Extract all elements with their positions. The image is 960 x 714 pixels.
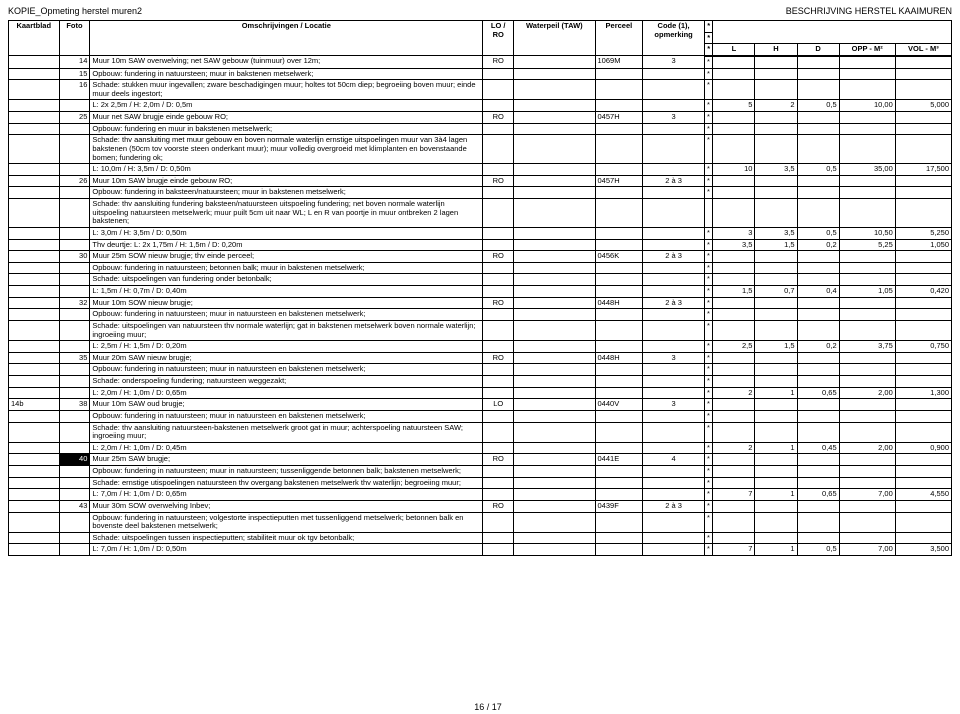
- table-row: Schade: uitspoelingen van fundering onde…: [9, 274, 952, 286]
- table-row: L: 2,5m / H: 1,5m / D: 0,20m*2,51,50,23,…: [9, 341, 952, 353]
- table-row: Opbouw: fundering en muur in bakstenen m…: [9, 123, 952, 135]
- table-row: Opbouw: fundering in natuursteen; muur i…: [9, 364, 952, 376]
- table-row: 40Muur 25m SAW brugje;RO0441E4*: [9, 454, 952, 466]
- table-head: Kaartblad Foto Omschrijvingen / Locatie …: [9, 21, 952, 56]
- table-row: 30Muur 25m SOW nieuw brugje; thv einde p…: [9, 251, 952, 263]
- table-body: 14Muur 10m SAW overwelving; net SAW gebo…: [9, 56, 952, 556]
- table-row: 35Muur 20m SAW nieuw brugje;RO0448H3*: [9, 352, 952, 364]
- document-header: KOPIE_Opmeting herstel muren2 BESCHRIJVI…: [8, 6, 952, 16]
- table-row: 14Muur 10m SAW overwelving; net SAW gebo…: [9, 56, 952, 68]
- table-row: 16Schade: stukken muur ingevallen; zware…: [9, 80, 952, 100]
- table-row: L: 7,0m / H: 1,0m / D: 0,65m*710,657,004…: [9, 489, 952, 501]
- table-row: Opbouw: fundering in natuursteen; betonn…: [9, 262, 952, 274]
- col-H: H: [755, 44, 797, 56]
- table-row: L: 3,0m / H: 3,5m / D: 0,50m*33,50,510,5…: [9, 227, 952, 239]
- col-code: Code (1), opmerking: [643, 21, 705, 56]
- header-left: KOPIE_Opmeting herstel muren2: [8, 6, 142, 16]
- table-row: 25Muur net SAW brugje einde gebouw RO;RO…: [9, 112, 952, 124]
- col-L: L: [713, 44, 755, 56]
- page: { "doc_header_left":"KOPIE_Opmeting hers…: [0, 0, 960, 714]
- col-opp: OPP - M²: [839, 44, 895, 56]
- col-D: D: [797, 44, 839, 56]
- table-row: Schade: onderspoeling fundering; natuurs…: [9, 376, 952, 388]
- col-perceel: Perceel: [595, 21, 643, 56]
- table-row: Opbouw: fundering in baksteen/natuurstee…: [9, 187, 952, 199]
- table-row: L: 2,0m / H: 1,0m / D: 0,65m*210,652,001…: [9, 387, 952, 399]
- table-row: Schade: uitspoelingen tussen inspectiepu…: [9, 532, 952, 544]
- table-row: L: 7,0m / H: 1,0m / D: 0,50m*710,57,003,…: [9, 544, 952, 556]
- col-star1: *: [704, 21, 712, 33]
- main-table: Kaartblad Foto Omschrijvingen / Locatie …: [8, 20, 952, 556]
- table-row: Schade: thv aansluiting natuursteen-baks…: [9, 422, 952, 442]
- page-number: 16 / 17: [8, 702, 960, 712]
- table-row: Opbouw: fundering in natuursteen; volges…: [9, 512, 952, 532]
- table-row: L: 2,0m / H: 1,0m / D: 0,45m*210,452,000…: [9, 442, 952, 454]
- table-row: Opbouw: fundering in natuursteen; muur i…: [9, 309, 952, 321]
- col-wp: Waterpeil (TAW): [514, 21, 595, 56]
- header-right: BESCHRIJVING HERSTEL KAAIMUREN: [786, 6, 952, 16]
- table-row: 32Muur 10m SOW nieuw brugje;RO0448H2 à 3…: [9, 297, 952, 309]
- table-row: 43Muur 30m SOW overwelving Inbev;RO0439F…: [9, 500, 952, 512]
- table-row: Thv deurtje: L: 2x 1,75m / H: 1,5m / D: …: [9, 239, 952, 251]
- col-vol: VOL - M³: [895, 44, 951, 56]
- col-star3: *: [704, 44, 712, 56]
- col-kaartblad: Kaartblad: [9, 21, 60, 56]
- table-row: L: 2x 2,5m / H: 2,0m / D: 0,5m*520,510,0…: [9, 100, 952, 112]
- table-row: 15Opbouw: fundering in natuursteen; muur…: [9, 68, 952, 80]
- table-row: Schade: thv aansluiting fundering bakste…: [9, 199, 952, 228]
- col-star2: *: [704, 32, 712, 44]
- table-row: Schade: ernstige utispoelingen natuurste…: [9, 477, 952, 489]
- table-row: Opbouw: fundering in natuursteen; muur i…: [9, 466, 952, 478]
- table-row: Schade: uitspoelingen van natuursteen th…: [9, 320, 952, 340]
- table-row: L: 10,0m / H: 3,5m / D: 0,50m*103,50,535…: [9, 164, 952, 176]
- table-row: 26Muur 10m SAW brugje einde gebouw RO;RO…: [9, 175, 952, 187]
- table-row: L: 1,5m / H: 0,7m / D: 0,40m*1,50,70,41,…: [9, 286, 952, 298]
- col-omsch: Omschrijvingen / Locatie: [90, 21, 483, 56]
- col-foto: Foto: [59, 21, 90, 56]
- table-row: 14b38Muur 10m SAW oud brugje;LO0440V3*: [9, 399, 952, 411]
- col-lo: LO / RO: [483, 21, 514, 56]
- table-row: Schade: thv aansluiting met muur gebouw …: [9, 135, 952, 164]
- table-row: Opbouw: fundering in natuursteen; muur i…: [9, 410, 952, 422]
